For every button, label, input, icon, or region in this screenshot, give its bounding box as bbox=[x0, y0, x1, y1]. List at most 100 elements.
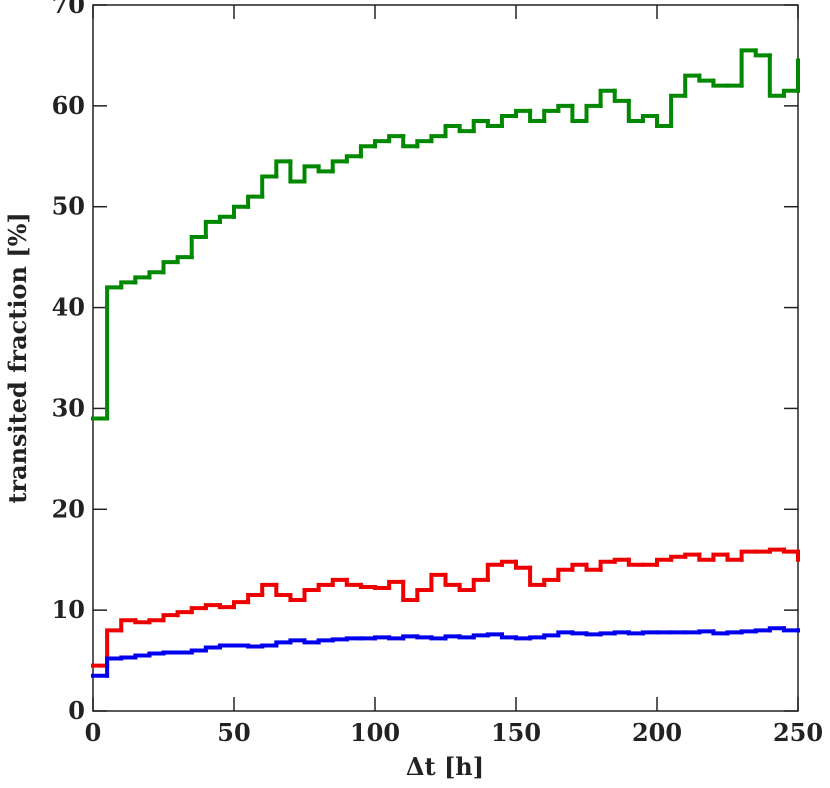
step-segment bbox=[161, 650, 180, 656]
step-segment bbox=[570, 562, 589, 572]
step-segment bbox=[612, 630, 631, 636]
step-segment bbox=[429, 635, 448, 641]
step-segment bbox=[598, 88, 617, 108]
step-segment bbox=[260, 174, 279, 199]
step-segment bbox=[217, 643, 236, 650]
step-segment bbox=[302, 638, 321, 645]
step-segment bbox=[302, 587, 321, 603]
step-segment bbox=[514, 108, 533, 118]
step-segment bbox=[189, 648, 208, 655]
step-segment bbox=[133, 618, 152, 625]
step-segment bbox=[584, 103, 603, 123]
step-segment bbox=[457, 634, 476, 640]
step-segment bbox=[358, 144, 377, 159]
step-segment bbox=[753, 628, 772, 634]
step-segment bbox=[542, 577, 561, 587]
step-segment bbox=[387, 134, 406, 144]
step-segment bbox=[189, 234, 208, 260]
step-segment bbox=[161, 613, 180, 623]
step-segment bbox=[330, 577, 349, 587]
step-segment bbox=[725, 552, 744, 562]
step-segment bbox=[246, 593, 265, 605]
x-axis-label: Δt [h] bbox=[406, 752, 484, 781]
step-segment bbox=[217, 214, 236, 224]
step-segment bbox=[598, 631, 617, 637]
step-segment bbox=[387, 579, 406, 590]
step-segment bbox=[443, 572, 462, 587]
step-segment bbox=[105, 656, 124, 678]
step-segment bbox=[669, 554, 688, 562]
step-segment bbox=[528, 108, 547, 123]
step-segment bbox=[203, 603, 222, 611]
step-segment bbox=[373, 584, 392, 590]
step-segment bbox=[274, 582, 293, 598]
step-segment bbox=[697, 552, 716, 562]
step-segment bbox=[344, 577, 363, 587]
step-segment bbox=[683, 552, 702, 559]
step-segment bbox=[767, 547, 786, 554]
step-segment bbox=[626, 630, 645, 636]
step-segment bbox=[274, 640, 293, 648]
step-segment bbox=[147, 651, 166, 658]
step-segment bbox=[584, 631, 603, 637]
step-segment bbox=[626, 98, 645, 123]
step-segment bbox=[781, 88, 800, 98]
step-segment bbox=[232, 600, 251, 610]
step-segment bbox=[711, 78, 730, 88]
step-segment bbox=[105, 285, 124, 421]
step-segment bbox=[767, 53, 786, 98]
x-tick-label: 250 bbox=[773, 718, 823, 747]
step-segment bbox=[556, 103, 575, 113]
step-segment bbox=[189, 606, 208, 615]
step-segment bbox=[739, 549, 758, 562]
step-segment bbox=[556, 567, 575, 582]
step-segment bbox=[288, 159, 307, 184]
y-axis-label: transited fraction [%] bbox=[3, 212, 32, 504]
step-segment bbox=[316, 164, 335, 174]
step-segment bbox=[781, 626, 800, 633]
y-tick-label: 50 bbox=[52, 192, 85, 221]
step-segment bbox=[485, 632, 504, 638]
step-segment bbox=[528, 565, 547, 587]
step-segment bbox=[485, 118, 504, 129]
step-segment bbox=[344, 154, 363, 164]
step-segment bbox=[260, 582, 279, 598]
step-segment bbox=[528, 635, 547, 641]
step-segment bbox=[260, 643, 279, 649]
step-segment bbox=[175, 255, 194, 265]
step-segment bbox=[429, 134, 448, 144]
y-tick-label: 20 bbox=[52, 494, 85, 523]
step-segment bbox=[499, 113, 518, 129]
step-segment bbox=[316, 638, 335, 645]
step-segment bbox=[457, 124, 476, 134]
step-segment bbox=[499, 632, 518, 640]
step-segment bbox=[147, 270, 166, 280]
step-segment bbox=[288, 593, 307, 603]
step-segment bbox=[302, 164, 321, 184]
step-segment bbox=[655, 113, 674, 129]
y-tick-label: 30 bbox=[52, 393, 85, 422]
y-tick-label: 60 bbox=[52, 91, 85, 120]
step-segment bbox=[683, 73, 702, 98]
step-segment bbox=[542, 633, 561, 640]
step-segment bbox=[640, 113, 659, 123]
step-segment bbox=[119, 280, 138, 290]
step-segment bbox=[711, 629, 730, 636]
step-segment bbox=[514, 635, 533, 641]
step-segment bbox=[725, 630, 744, 636]
step-segment bbox=[401, 634, 420, 641]
step-segment bbox=[274, 159, 293, 179]
step-segment bbox=[387, 635, 406, 641]
step-segment bbox=[358, 582, 377, 589]
step-segment bbox=[443, 634, 462, 641]
step-segment bbox=[781, 547, 800, 554]
step-segment bbox=[133, 653, 152, 660]
step-segment bbox=[288, 638, 307, 645]
x-tick-label: 50 bbox=[217, 718, 250, 747]
step-segment bbox=[471, 577, 490, 592]
step-segment bbox=[485, 562, 504, 582]
step-segment bbox=[246, 643, 265, 649]
x-tick-label: 200 bbox=[632, 718, 682, 747]
